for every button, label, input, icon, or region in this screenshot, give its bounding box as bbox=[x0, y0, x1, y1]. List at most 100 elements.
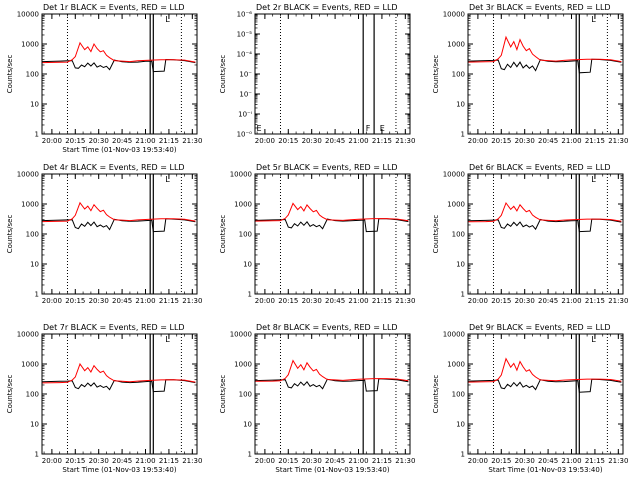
y-tick-label: 10⁻⁶ bbox=[237, 11, 253, 19]
x-tick-label: 20:00 bbox=[468, 297, 488, 305]
y-tick-label: 100 bbox=[239, 231, 252, 239]
x-tick-label: 20:45 bbox=[538, 457, 558, 465]
x-tick-label: 20:00 bbox=[255, 297, 275, 305]
x-tick-label: 21:30 bbox=[182, 297, 202, 305]
x-tick-label: 21:00 bbox=[135, 457, 155, 465]
lld-series-line bbox=[43, 364, 196, 383]
x-tick-label: 21:15 bbox=[372, 457, 392, 465]
x-tick-label: 20:15 bbox=[491, 137, 511, 145]
chart-title: Det 2r BLACK = Events, RED = LLD bbox=[256, 3, 398, 12]
chart-panel-4: Det 4r BLACK = Events, RED = LLD 1 10 100 10… bbox=[6, 163, 202, 305]
y-tick-label: 10 bbox=[456, 101, 465, 109]
x-tick-label: 21:30 bbox=[395, 297, 415, 305]
y-tick-label: 100 bbox=[239, 391, 252, 399]
chart-title: Det 1r BLACK = Events, RED = LLD bbox=[43, 3, 185, 12]
x-tick-label: 21:15 bbox=[159, 137, 179, 145]
y-tick-label: 10 bbox=[456, 421, 465, 429]
plot-frame bbox=[42, 14, 197, 134]
y-tick-label: 10 bbox=[456, 261, 465, 269]
flag-label: L bbox=[165, 335, 170, 344]
x-tick-label: 21:30 bbox=[395, 137, 415, 145]
x-tick-label: 20:15 bbox=[278, 297, 298, 305]
y-axis-label: Counts/sec bbox=[6, 55, 14, 94]
y-tick-label: 10 bbox=[243, 421, 252, 429]
lld-series-line bbox=[256, 361, 409, 382]
y-tick-label: 10⁻⁲ bbox=[239, 91, 252, 99]
x-axis-label: Start Time (01-Nov-03 19:53:40) bbox=[275, 466, 389, 474]
y-tick-label: 1000 bbox=[447, 361, 465, 369]
y-tick-label: 1000 bbox=[234, 361, 252, 369]
y-tick-label: 1 bbox=[461, 291, 465, 299]
y-axis-label: Counts/sec bbox=[432, 55, 440, 94]
y-axis-label: Counts/sec bbox=[6, 375, 14, 414]
y-axis-label: Counts/sec bbox=[219, 55, 227, 94]
plot-frame bbox=[468, 334, 623, 454]
y-tick-label: 1 bbox=[248, 451, 252, 459]
chart-panel-3: Det 3r BLACK = Events, RED = LLD11010010… bbox=[432, 3, 628, 145]
x-tick-label: 20:00 bbox=[255, 137, 275, 145]
plot-frame bbox=[255, 174, 410, 294]
y-tick-label: 10000 bbox=[443, 171, 465, 179]
y-tick-label: 100 bbox=[26, 71, 39, 79]
plot-frame bbox=[42, 334, 197, 454]
x-axis-label: Start Time (01-Nov-03 19:53:40) bbox=[62, 466, 176, 474]
y-tick-label: 100 bbox=[26, 231, 39, 239]
y-tick-label: 1 bbox=[35, 131, 39, 139]
x-tick-label: 20:15 bbox=[491, 457, 511, 465]
y-tick-label: 10000 bbox=[230, 331, 252, 339]
y-tick-label: 10⁻⁳ bbox=[239, 71, 252, 79]
lld-series-line bbox=[469, 203, 622, 222]
flag-label: L bbox=[591, 335, 596, 344]
chart-title: Det 9r BLACK = Events, RED = LLD bbox=[469, 323, 611, 332]
y-axis-label: Counts/sec bbox=[6, 215, 14, 254]
x-tick-label: 20:15 bbox=[278, 457, 298, 465]
x-tick-label: 20:00 bbox=[42, 137, 62, 145]
lld-series-line bbox=[256, 203, 409, 221]
y-tick-label: 10000 bbox=[443, 11, 465, 19]
x-tick-label: 21:00 bbox=[561, 457, 581, 465]
x-axis-label: Start Time (01-Nov-03 19:53:40) bbox=[488, 466, 602, 474]
x-tick-label: 21:00 bbox=[348, 297, 368, 305]
x-tick-label: 21:15 bbox=[159, 297, 179, 305]
chart-panel-8: Det 8r BLACK = Events, RED = LLD 1 10 100 10… bbox=[219, 323, 415, 474]
x-tick-label: 20:15 bbox=[278, 137, 298, 145]
flag-label: F bbox=[366, 124, 371, 133]
chart-title: Det 4r BLACK = Events, RED = LLD bbox=[43, 163, 185, 172]
y-axis-label: Counts/sec bbox=[219, 375, 227, 414]
x-tick-label: 20:30 bbox=[515, 137, 535, 145]
x-tick-label: 21:30 bbox=[182, 137, 202, 145]
y-tick-label: 1 bbox=[35, 451, 39, 459]
y-tick-label: 1000 bbox=[234, 201, 252, 209]
x-tick-label: 20:30 bbox=[302, 297, 322, 305]
x-tick-label: 20:30 bbox=[302, 457, 322, 465]
chart-panel-6: Det 6r BLACK = Events, RED = LLD 1 10 100 10… bbox=[432, 163, 628, 305]
flag-label: L bbox=[591, 15, 596, 24]
chart-panel-5: Det 5r BLACK = Events, RED = LLD 1 10 100 10… bbox=[219, 163, 415, 305]
chart-title: Det 8r BLACK = Events, RED = LLD bbox=[256, 323, 398, 332]
x-tick-label: 21:15 bbox=[585, 137, 605, 145]
plot-frame bbox=[255, 334, 410, 454]
y-tick-label: 10000 bbox=[230, 171, 252, 179]
y-tick-label: 1000 bbox=[447, 201, 465, 209]
y-tick-label: 10 bbox=[30, 421, 39, 429]
x-tick-label: 20:00 bbox=[468, 137, 488, 145]
y-tick-label: 1 bbox=[461, 131, 465, 139]
x-tick-label: 21:00 bbox=[135, 297, 155, 305]
x-tick-label: 21:30 bbox=[608, 457, 628, 465]
x-tick-label: 21:15 bbox=[159, 457, 179, 465]
x-tick-label: 20:15 bbox=[65, 457, 85, 465]
x-tick-label: 21:15 bbox=[585, 457, 605, 465]
y-axis-label: Counts/sec bbox=[432, 375, 440, 414]
lld-series-line bbox=[43, 203, 196, 222]
y-tick-label: 1 bbox=[248, 291, 252, 299]
y-tick-label: 1000 bbox=[21, 361, 39, 369]
plot-frame bbox=[468, 174, 623, 294]
x-tick-label: 20:30 bbox=[302, 137, 322, 145]
x-tick-label: 20:00 bbox=[42, 297, 62, 305]
x-tick-label: 20:45 bbox=[538, 297, 558, 305]
x-tick-label: 21:15 bbox=[372, 297, 392, 305]
y-tick-label: 10 bbox=[243, 261, 252, 269]
chart-title: Det 3r BLACK = Events, RED = LLD bbox=[469, 3, 611, 12]
y-tick-label: 10⁻ⁱ bbox=[238, 111, 252, 119]
